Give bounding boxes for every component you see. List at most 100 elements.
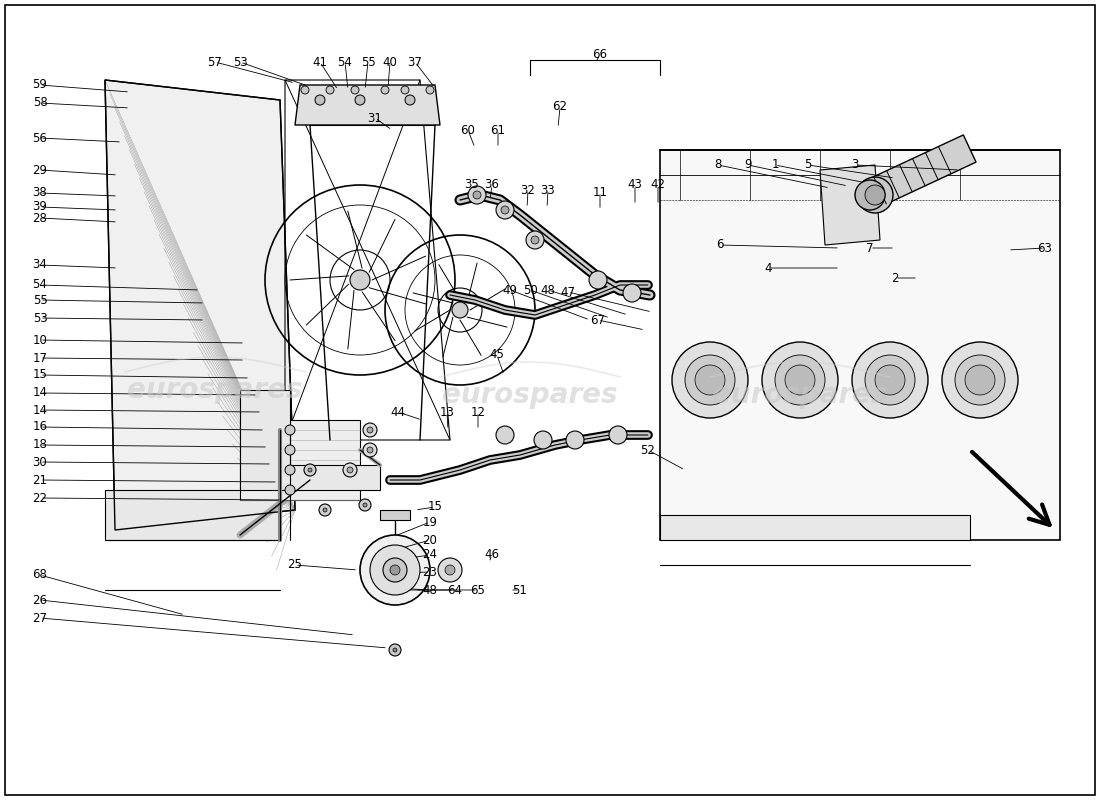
Circle shape xyxy=(762,342,838,418)
Text: eurospares: eurospares xyxy=(713,381,888,409)
Text: 14: 14 xyxy=(33,386,47,399)
Circle shape xyxy=(452,302,468,318)
Circle shape xyxy=(326,86,334,94)
Circle shape xyxy=(426,86,434,94)
Text: 62: 62 xyxy=(552,101,568,114)
Text: 16: 16 xyxy=(33,421,47,434)
Circle shape xyxy=(942,342,1018,418)
Text: 32: 32 xyxy=(520,183,536,197)
Text: 35: 35 xyxy=(464,178,480,191)
Polygon shape xyxy=(295,85,440,125)
Text: 8: 8 xyxy=(714,158,722,171)
Circle shape xyxy=(785,365,815,395)
Text: 39: 39 xyxy=(33,201,47,214)
Circle shape xyxy=(304,464,316,476)
Text: 67: 67 xyxy=(591,314,605,326)
Circle shape xyxy=(865,185,886,205)
Circle shape xyxy=(965,365,996,395)
Circle shape xyxy=(852,342,928,418)
Polygon shape xyxy=(864,135,976,209)
Text: 19: 19 xyxy=(422,515,438,529)
Text: 55: 55 xyxy=(33,294,47,306)
Circle shape xyxy=(323,508,327,512)
Text: 10: 10 xyxy=(33,334,47,346)
Text: eurospares: eurospares xyxy=(128,376,303,404)
Text: 21: 21 xyxy=(33,474,47,486)
Text: 41: 41 xyxy=(312,55,328,69)
Circle shape xyxy=(446,565,455,575)
Text: 31: 31 xyxy=(367,111,383,125)
Circle shape xyxy=(346,467,353,473)
Text: 54: 54 xyxy=(338,55,352,69)
Circle shape xyxy=(285,425,295,435)
Text: 6: 6 xyxy=(716,238,724,251)
Circle shape xyxy=(355,95,365,105)
Text: 29: 29 xyxy=(33,163,47,177)
Circle shape xyxy=(363,423,377,437)
Circle shape xyxy=(526,231,544,249)
Text: 34: 34 xyxy=(33,258,47,271)
Text: 63: 63 xyxy=(1037,242,1053,254)
Circle shape xyxy=(874,365,905,395)
Circle shape xyxy=(468,186,486,204)
Circle shape xyxy=(367,447,373,453)
Text: 40: 40 xyxy=(383,55,397,69)
Circle shape xyxy=(776,355,825,405)
Circle shape xyxy=(301,86,309,94)
Circle shape xyxy=(308,468,312,472)
Text: 12: 12 xyxy=(471,406,485,418)
Text: 53: 53 xyxy=(33,311,47,325)
Circle shape xyxy=(389,644,402,656)
Text: 13: 13 xyxy=(440,406,454,418)
Text: 15: 15 xyxy=(33,369,47,382)
Bar xyxy=(379,510,410,520)
Text: 30: 30 xyxy=(33,455,47,469)
Circle shape xyxy=(588,271,607,289)
Text: 26: 26 xyxy=(33,594,47,606)
Circle shape xyxy=(393,648,397,652)
Text: 42: 42 xyxy=(650,178,666,191)
Circle shape xyxy=(359,499,371,511)
Text: eurospares: eurospares xyxy=(442,381,618,409)
Circle shape xyxy=(531,236,539,244)
Circle shape xyxy=(672,342,748,418)
Text: 52: 52 xyxy=(640,443,656,457)
Text: 11: 11 xyxy=(593,186,607,198)
Circle shape xyxy=(685,355,735,405)
Bar xyxy=(104,490,280,540)
Circle shape xyxy=(370,545,420,595)
Circle shape xyxy=(438,558,462,582)
Text: 47: 47 xyxy=(561,286,575,298)
Text: 36: 36 xyxy=(485,178,499,191)
Circle shape xyxy=(496,426,514,444)
Text: 37: 37 xyxy=(408,55,422,69)
Text: 46: 46 xyxy=(484,549,499,562)
Text: 49: 49 xyxy=(503,283,517,297)
Text: 22: 22 xyxy=(33,491,47,505)
Text: 68: 68 xyxy=(33,569,47,582)
Text: 60: 60 xyxy=(461,123,475,137)
Text: 48: 48 xyxy=(540,283,556,297)
Text: 51: 51 xyxy=(513,583,527,597)
Text: 4: 4 xyxy=(764,262,772,274)
Text: 24: 24 xyxy=(422,549,438,562)
Circle shape xyxy=(566,431,584,449)
Text: 50: 50 xyxy=(522,283,538,297)
Circle shape xyxy=(402,86,409,94)
Text: 58: 58 xyxy=(33,97,47,110)
Circle shape xyxy=(500,206,509,214)
Circle shape xyxy=(865,355,915,405)
Polygon shape xyxy=(240,390,380,490)
Text: 45: 45 xyxy=(490,349,505,362)
Text: 56: 56 xyxy=(33,131,47,145)
Text: 17: 17 xyxy=(33,351,47,365)
Text: 2: 2 xyxy=(891,271,899,285)
Text: 33: 33 xyxy=(540,183,556,197)
Text: 20: 20 xyxy=(422,534,438,546)
Text: 61: 61 xyxy=(491,123,506,137)
Circle shape xyxy=(351,86,359,94)
Text: 44: 44 xyxy=(390,406,406,418)
Text: 53: 53 xyxy=(232,55,248,69)
Circle shape xyxy=(405,95,415,105)
Text: 48: 48 xyxy=(422,583,438,597)
